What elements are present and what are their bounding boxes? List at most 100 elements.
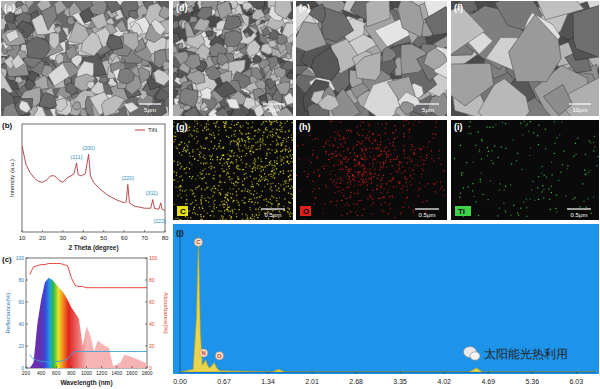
map-dot [347,173,348,174]
map-dot [181,167,182,168]
map-dot [237,142,238,143]
map-dot [293,166,294,167]
map-dot [233,173,234,174]
map-dot [396,186,397,187]
map-dot [254,163,255,164]
map-dot [290,193,291,194]
map-dot [258,157,259,158]
map-dot [185,216,186,217]
map-dot [338,147,339,148]
map-dot [173,179,174,180]
map-dot [291,185,292,186]
map-dot [238,178,239,179]
map-dot [280,125,281,126]
map-dot [244,197,245,198]
map-dot [236,159,237,160]
map-dot [270,174,271,175]
map-dot [239,157,240,158]
map-dot [194,131,195,132]
map-dot [224,127,225,128]
map-dot [275,173,276,174]
grain [106,34,123,50]
map-dot [253,162,254,163]
map-dot [344,138,345,139]
map-dot [265,129,266,130]
map-dot [205,200,206,201]
map-dot [256,193,257,194]
map-dot [244,202,245,203]
map-dot [398,168,399,169]
map-dot [253,160,254,161]
map-dot [261,161,262,162]
grain [75,1,93,12]
map-dot [176,172,177,173]
map-dot [268,134,269,135]
map-dot [384,162,385,163]
map-dot [362,140,363,141]
map-dot [277,157,278,158]
grain [400,102,414,115]
map-dot [194,212,195,213]
grain [39,92,57,108]
map-dot [296,163,297,164]
map-dot [414,165,415,166]
map-dot [268,181,269,182]
map-dot [208,167,209,168]
map-dot [265,158,266,159]
map-dot [195,200,196,201]
map-dot [266,121,267,122]
map-dot [213,175,214,176]
map-dot [235,136,236,137]
map-dot [283,140,284,141]
map-dot [208,124,209,125]
map-dot [228,173,229,174]
map-dot [276,140,277,141]
map-dot [386,151,387,152]
map-dot [281,164,282,165]
map-dot [280,156,281,157]
map-dot [291,179,292,180]
map-dot [278,136,279,137]
map-dot [250,218,251,219]
map-dot [347,148,348,149]
map-dot [290,212,291,213]
map-dot [288,151,289,152]
map-dot [230,188,231,189]
map-dot [237,165,238,166]
grain [246,40,260,57]
map-dot [237,139,238,140]
map-dot [236,124,237,125]
map-dot [283,184,284,185]
map-dot [333,153,334,154]
map-dot [350,195,351,196]
map-dot [179,189,180,190]
map-dot [292,154,293,155]
map-dot [231,198,232,199]
map-dot [185,203,186,204]
map-dot [370,156,371,157]
map-dot [270,135,271,136]
map-dot [175,218,176,219]
map-dot [250,150,251,151]
map-dot [239,205,240,206]
map-dot [292,161,293,162]
map-dot [291,140,292,141]
map-dot [278,144,279,145]
map-dot [259,179,260,180]
map-dot [271,196,272,197]
map-dot [205,163,206,164]
grain [382,47,396,63]
map-dot [277,142,278,143]
grain [296,22,327,52]
map-dot [200,153,201,154]
map-dot [233,140,234,141]
map-dot [266,155,267,156]
map-dot [214,137,215,138]
map-dot [173,126,174,127]
map-dot [276,168,277,169]
map-dot [212,154,213,155]
map-dot [289,180,290,181]
map-dot [248,138,249,139]
map-dot [270,131,271,132]
map-dot [245,197,246,198]
